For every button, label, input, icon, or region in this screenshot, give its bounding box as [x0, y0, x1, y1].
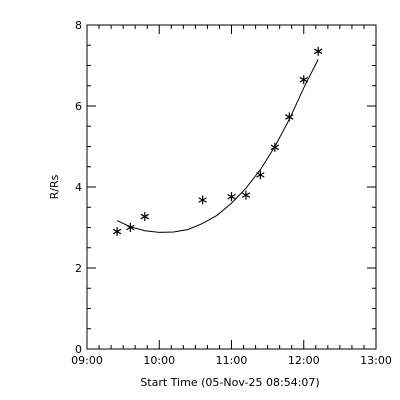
x-tick-label: 11:00 — [216, 354, 248, 367]
y-tick-label: 4 — [75, 181, 82, 194]
fit-curve-layer — [116, 59, 319, 233]
plot-frame — [86, 24, 377, 350]
x-axis-title: Start Time (05-Nov-25 08:54:07) — [140, 376, 319, 389]
data-point — [227, 192, 236, 202]
data-points-layer — [112, 46, 323, 237]
data-point — [270, 142, 280, 152]
data-point — [256, 170, 265, 180]
y-tick-label: 8 — [75, 19, 82, 32]
y-axis-title: R/Rs — [48, 174, 61, 199]
data-point — [241, 190, 251, 200]
data-point — [198, 195, 207, 205]
y-tick-label: 0 — [75, 343, 82, 356]
y-axis: 0 2 4 6 8 — [75, 19, 376, 356]
y-tick-label: 2 — [75, 262, 82, 275]
data-point — [285, 112, 294, 122]
data-point — [314, 46, 323, 56]
data-point — [140, 212, 149, 222]
x-tick-label: 13:00 — [360, 354, 392, 367]
data-point — [112, 227, 122, 237]
data-point — [126, 223, 135, 232]
x-tick-label: 12:00 — [288, 354, 320, 367]
y-tick-label: 6 — [75, 100, 82, 113]
x-axis: 09:00 10:00 11:00 12:00 13:00 — [71, 25, 392, 367]
x-tick-label: 10:00 — [143, 354, 175, 367]
data-point — [299, 75, 308, 85]
fit-curve — [116, 59, 319, 233]
x-tick-label: 09:00 — [71, 354, 103, 367]
